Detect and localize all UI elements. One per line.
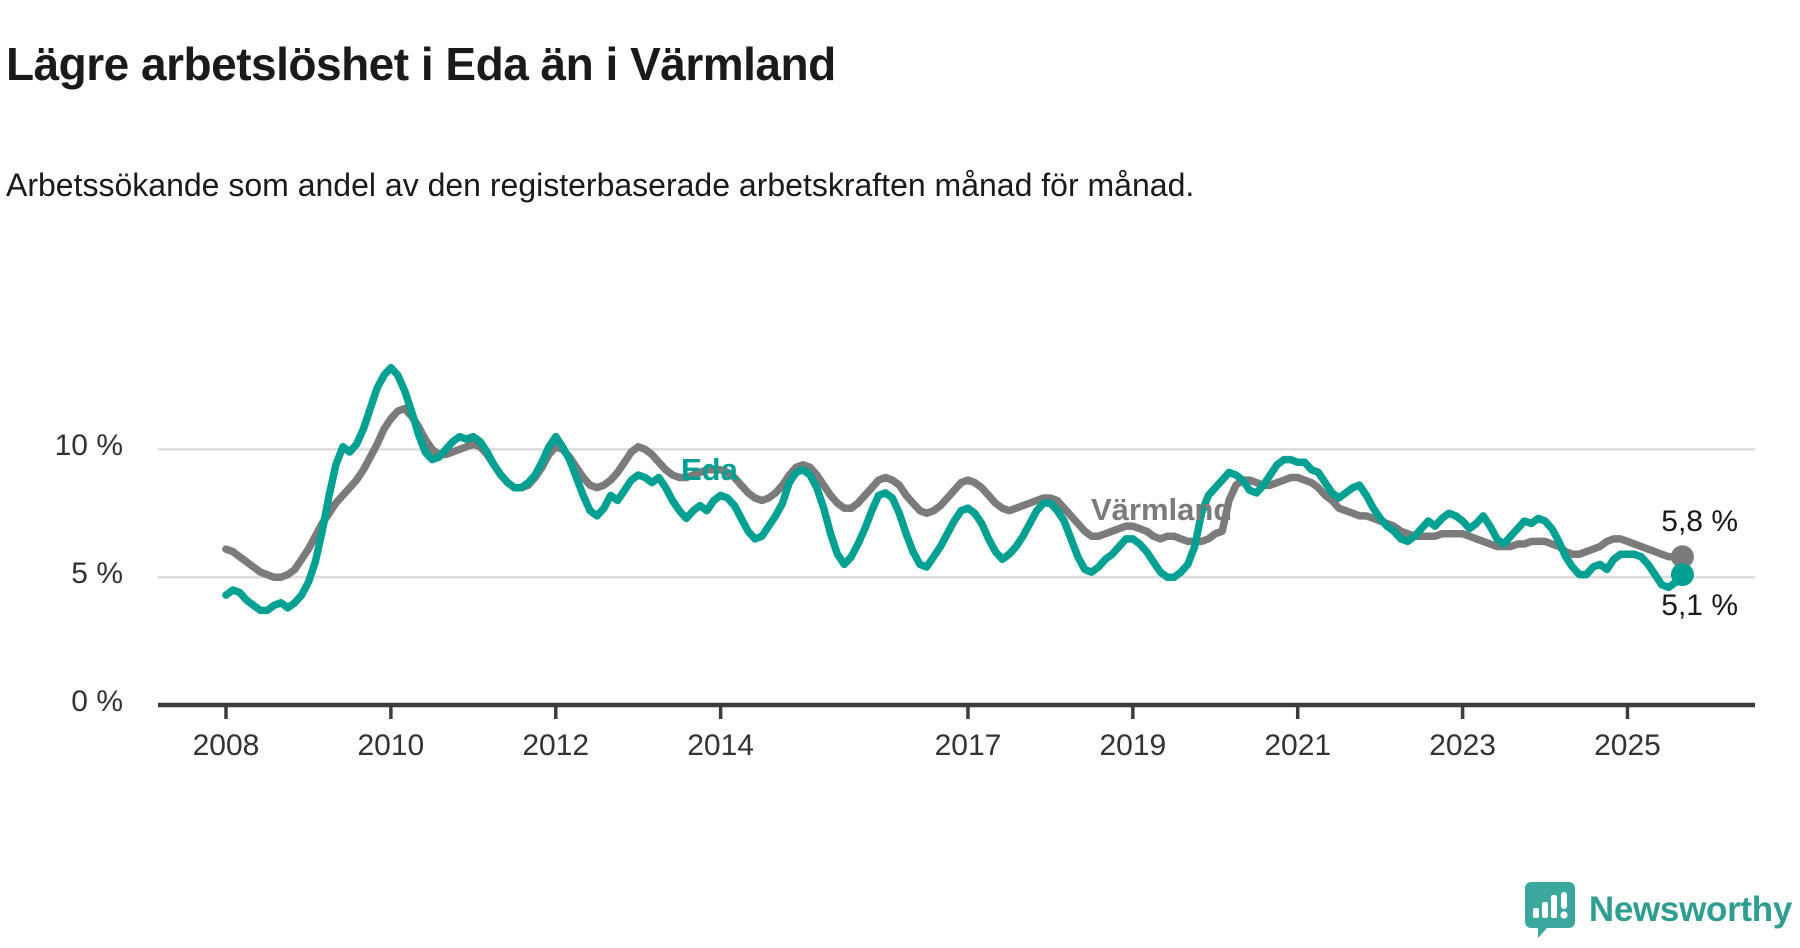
series-line-eda (222, 363, 1687, 615)
x-tick-label: 2023 (1429, 729, 1496, 762)
x-tick-label: 2025 (1594, 729, 1661, 762)
y-tick-label: 0 % (71, 685, 123, 718)
x-tick-label: 2010 (357, 729, 425, 762)
y-tick-label: 10 % (54, 429, 123, 463)
x-tick-label: 2012 (522, 729, 590, 762)
x-tick-label: 2017 (934, 729, 1002, 762)
x-tick-label: 2014 (687, 729, 754, 762)
x-tick-label: 2019 (1099, 729, 1167, 762)
y-tick-label: 5 % (71, 557, 123, 591)
chart-subtitle: Arbetssökande som andel av den registerb… (6, 167, 1195, 203)
series-line-värmland (222, 404, 1687, 581)
series-label-varmland: Värmland (1091, 492, 1233, 527)
newsworthy-logo: Newsworthy (1523, 880, 1792, 940)
series-end-dot-värmland (1670, 545, 1694, 569)
chart-title: Lägre arbetslöshet i Eda än i Värmland (6, 37, 836, 90)
series-label-eda: Eda (681, 452, 738, 487)
x-tick-label: 2021 (1264, 729, 1332, 762)
newsworthy-logo-icon (1524, 882, 1575, 938)
newsworthy-logo-text: Newsworthy (1588, 890, 1792, 929)
series-end-dot-eda (1670, 563, 1694, 587)
end-value-label-eda: 5,1 % (1661, 589, 1738, 622)
x-tick-label: 2008 (192, 729, 260, 762)
end-value-label-varmland: 5,8 % (1661, 505, 1738, 538)
